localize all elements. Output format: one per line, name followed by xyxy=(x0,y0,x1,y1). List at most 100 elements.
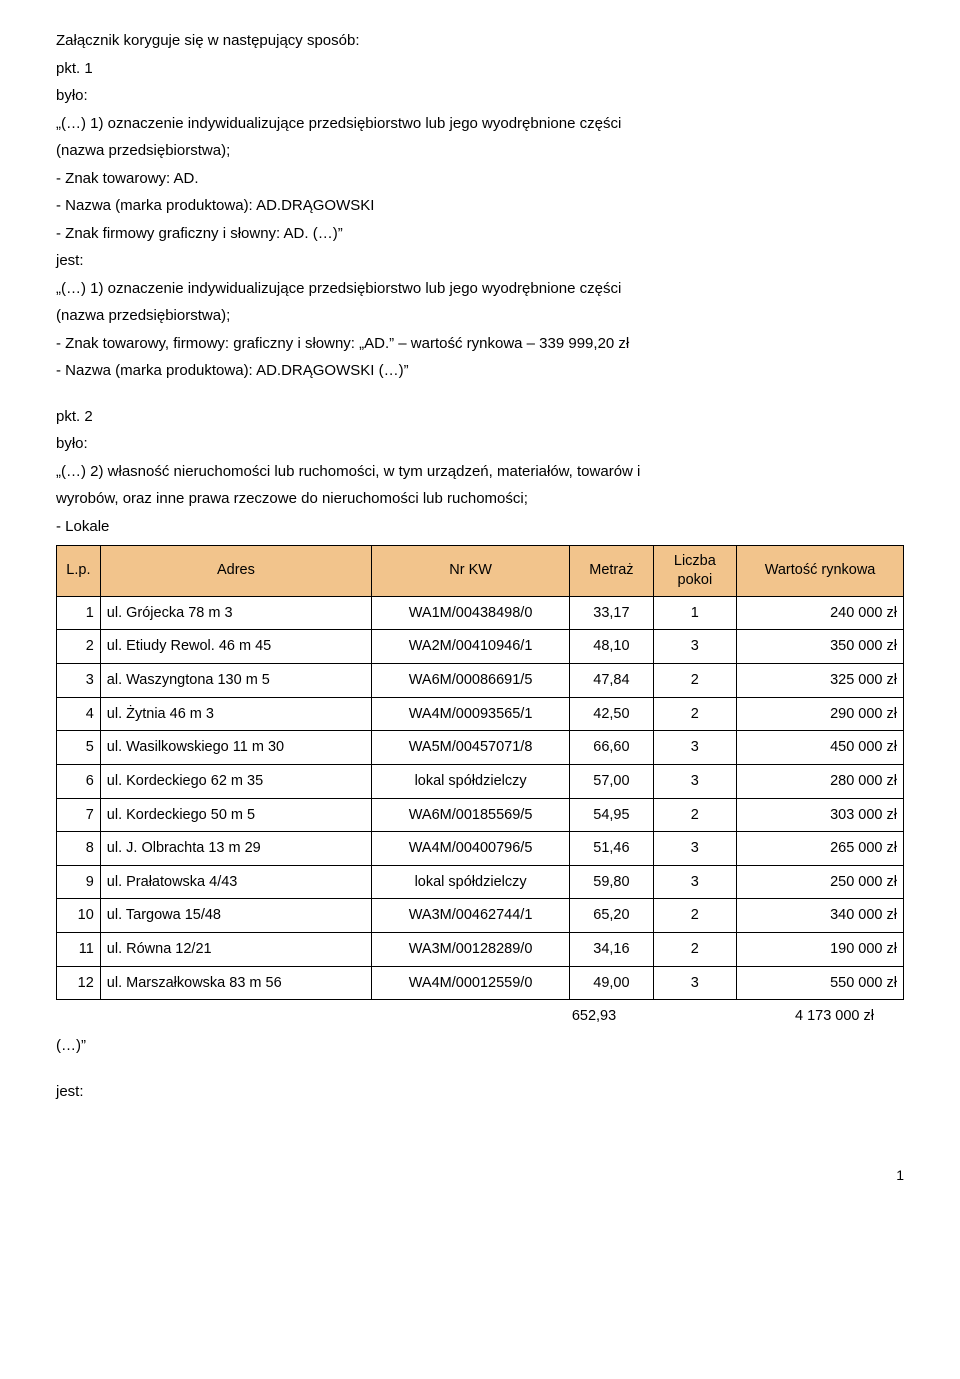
total-wartosc: 4 173 000 zł xyxy=(714,1004,874,1029)
cell-lp: 10 xyxy=(57,899,101,933)
intro-line: - Znak towarowy, firmowy: graficzny i sł… xyxy=(56,331,904,357)
cell-kw: WA4M/00012559/0 xyxy=(372,966,570,1000)
cell-kw: lokal spółdzielczy xyxy=(372,865,570,899)
table-row: 1ul. Grójecka 78 m 3WA1M/00438498/033,17… xyxy=(57,596,904,630)
cell-pokoi: 3 xyxy=(653,865,736,899)
cell-lp: 11 xyxy=(57,933,101,967)
cell-kw: WA5M/00457071/8 xyxy=(372,731,570,765)
pkt2-line: wyrobów, oraz inne prawa rzeczowe do nie… xyxy=(56,486,904,512)
cell-metraz: 49,00 xyxy=(570,966,653,1000)
cell-kw: WA4M/00400796/5 xyxy=(372,832,570,866)
table-row: 9ul. Prałatowska 4/43lokal spółdzielczy5… xyxy=(57,865,904,899)
cell-kw: WA4M/00093565/1 xyxy=(372,697,570,731)
table-row: 6ul. Kordeckiego 62 m 35lokal spółdzielc… xyxy=(57,764,904,798)
cell-wartosc: 340 000 zł xyxy=(737,899,904,933)
cell-lp: 8 xyxy=(57,832,101,866)
table-body: 1ul. Grójecka 78 m 3WA1M/00438498/033,17… xyxy=(57,596,904,1000)
cell-pokoi: 3 xyxy=(653,630,736,664)
cell-lp: 7 xyxy=(57,798,101,832)
cell-metraz: 51,46 xyxy=(570,832,653,866)
th-lp: L.p. xyxy=(57,546,101,597)
cell-lp: 9 xyxy=(57,865,101,899)
cell-lp: 4 xyxy=(57,697,101,731)
cell-wartosc: 303 000 zł xyxy=(737,798,904,832)
cell-metraz: 42,50 xyxy=(570,697,653,731)
after-table-line: (…)” xyxy=(56,1033,904,1059)
cell-pokoi: 2 xyxy=(653,899,736,933)
cell-adres: ul. Grójecka 78 m 3 xyxy=(100,596,371,630)
th-pokoi-line1: Liczba xyxy=(674,553,716,569)
cell-pokoi: 3 xyxy=(653,832,736,866)
intro-line: - Nazwa (marka produktowa): AD.DRĄGOWSKI… xyxy=(56,358,904,384)
cell-pokoi: 2 xyxy=(653,697,736,731)
cell-wartosc: 265 000 zł xyxy=(737,832,904,866)
cell-pokoi: 2 xyxy=(653,663,736,697)
cell-pokoi: 3 xyxy=(653,731,736,765)
table-row: 7ul. Kordeckiego 50 m 5WA6M/00185569/554… xyxy=(57,798,904,832)
intro-line: jest: xyxy=(56,248,904,274)
cell-wartosc: 550 000 zł xyxy=(737,966,904,1000)
th-wartosc: Wartość rynkowa xyxy=(737,546,904,597)
table-row: 4ul. Żytnia 46 m 3WA4M/00093565/142,5022… xyxy=(57,697,904,731)
intro-line: - Nazwa (marka produktowa): AD.DRĄGOWSKI xyxy=(56,193,904,219)
after-table-line: jest: xyxy=(56,1079,904,1105)
cell-adres: ul. Etiudy Rewol. 46 m 45 xyxy=(100,630,371,664)
cell-adres: ul. Żytnia 46 m 3 xyxy=(100,697,371,731)
cell-metraz: 57,00 xyxy=(570,764,653,798)
pkt2-line: „(…) 2) własność nieruchomości lub rucho… xyxy=(56,459,904,485)
cell-adres: ul. Prałatowska 4/43 xyxy=(100,865,371,899)
intro-line: „(…) 1) oznaczenie indywidualizujące prz… xyxy=(56,111,904,137)
cell-wartosc: 190 000 zł xyxy=(737,933,904,967)
intro-line: - Znak towarowy: AD. xyxy=(56,166,904,192)
cell-adres: ul. Marszałkowska 83 m 56 xyxy=(100,966,371,1000)
th-pokoi-line2: pokoi xyxy=(678,572,713,588)
cell-metraz: 33,17 xyxy=(570,596,653,630)
cell-adres: ul. Kordeckiego 50 m 5 xyxy=(100,798,371,832)
page-number: 1 xyxy=(56,1164,904,1188)
cell-pokoi: 3 xyxy=(653,764,736,798)
cell-wartosc: 290 000 zł xyxy=(737,697,904,731)
pkt2-line: było: xyxy=(56,431,904,457)
table-row: 11ul. Równa 12/21WA3M/00128289/034,16219… xyxy=(57,933,904,967)
table-row: 8ul. J. Olbrachta 13 m 29WA4M/00400796/5… xyxy=(57,832,904,866)
intro-line: Załącznik koryguje się w następujący spo… xyxy=(56,28,904,54)
th-kw: Nr KW xyxy=(372,546,570,597)
cell-wartosc: 240 000 zł xyxy=(737,596,904,630)
cell-wartosc: 350 000 zł xyxy=(737,630,904,664)
table-row: 2ul. Etiudy Rewol. 46 m 45WA2M/00410946/… xyxy=(57,630,904,664)
table-row: 10ul. Targowa 15/48WA3M/00462744/165,202… xyxy=(57,899,904,933)
cell-adres: ul. Wasilkowskiego 11 m 30 xyxy=(100,731,371,765)
cell-adres: ul. Kordeckiego 62 m 35 xyxy=(100,764,371,798)
intro-line: „(…) 1) oznaczenie indywidualizujące prz… xyxy=(56,276,904,302)
cell-metraz: 59,80 xyxy=(570,865,653,899)
cell-adres: ul. Targowa 15/48 xyxy=(100,899,371,933)
cell-kw: lokal spółdzielczy xyxy=(372,764,570,798)
total-metraz: 652,93 xyxy=(554,1004,634,1029)
table-row: 3al. Waszyngtona 130 m 5WA6M/00086691/54… xyxy=(57,663,904,697)
intro-line: (nazwa przedsiębiorstwa); xyxy=(56,303,904,329)
cell-metraz: 65,20 xyxy=(570,899,653,933)
cell-pokoi: 2 xyxy=(653,933,736,967)
th-pokoi: Liczba pokoi xyxy=(653,546,736,597)
cell-wartosc: 250 000 zł xyxy=(737,865,904,899)
cell-adres: ul. J. Olbrachta 13 m 29 xyxy=(100,832,371,866)
cell-metraz: 54,95 xyxy=(570,798,653,832)
table-row: 12ul. Marszałkowska 83 m 56WA4M/00012559… xyxy=(57,966,904,1000)
cell-lp: 6 xyxy=(57,764,101,798)
cell-adres: al. Waszyngtona 130 m 5 xyxy=(100,663,371,697)
cell-metraz: 66,60 xyxy=(570,731,653,765)
cell-wartosc: 450 000 zł xyxy=(737,731,904,765)
pkt2-line: - Lokale xyxy=(56,514,904,540)
cell-kw: WA6M/00185569/5 xyxy=(372,798,570,832)
th-adres: Adres xyxy=(100,546,371,597)
cell-lp: 5 xyxy=(57,731,101,765)
table-header-row: L.p. Adres Nr KW Metraż Liczba pokoi War… xyxy=(57,546,904,597)
cell-kw: WA2M/00410946/1 xyxy=(372,630,570,664)
cell-metraz: 47,84 xyxy=(570,663,653,697)
lokale-table: L.p. Adres Nr KW Metraż Liczba pokoi War… xyxy=(56,545,904,1000)
cell-kw: WA3M/00128289/0 xyxy=(372,933,570,967)
th-metraz: Metraż xyxy=(570,546,653,597)
cell-lp: 12 xyxy=(57,966,101,1000)
cell-adres: ul. Równa 12/21 xyxy=(100,933,371,967)
cell-pokoi: 1 xyxy=(653,596,736,630)
